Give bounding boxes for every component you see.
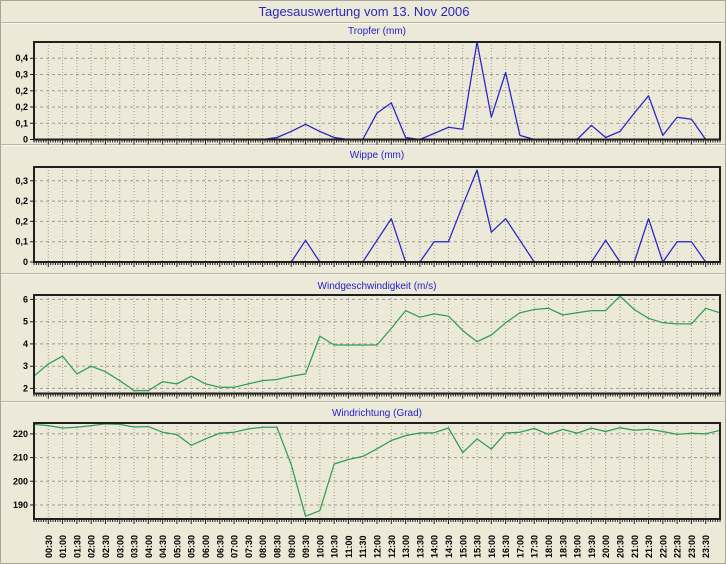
- x-axis-label: 11:30: [358, 535, 368, 558]
- chart-title-windgeschwindigkeit: Windgeschwindigkeit (m/s): [317, 281, 437, 292]
- x-axis-label: 07:30: [244, 535, 254, 558]
- y-axis-label: 0,2: [15, 196, 28, 206]
- y-axis-label: 190: [13, 500, 28, 510]
- x-axis-label: 20:30: [615, 535, 625, 558]
- x-axis-label: 04:00: [144, 535, 154, 558]
- y-axis-label: 200: [13, 476, 28, 486]
- x-axis-label: 04:30: [158, 535, 168, 558]
- x-axis-label: 12:30: [387, 535, 397, 558]
- x-axis-label: 10:30: [330, 535, 340, 558]
- x-axis-label: 15:00: [458, 535, 468, 558]
- x-axis-label: 18:30: [558, 535, 568, 558]
- chart-title-tropfer: Tropfer (mm): [348, 26, 406, 37]
- x-axis-label: 03:30: [130, 535, 140, 558]
- y-axis-label: 0,2: [15, 102, 28, 112]
- x-axis-label: 01:30: [72, 535, 82, 558]
- page-title: Tagesauswertung vom 13. Nov 2006: [258, 4, 470, 19]
- x-axis-label: 05:00: [172, 535, 182, 558]
- x-axis-label: 20:00: [601, 535, 611, 558]
- x-axis-label: 14:30: [444, 535, 454, 558]
- plot-border: [33, 166, 721, 263]
- y-axis-label: 0,2: [15, 86, 28, 96]
- x-axis-label: 23:30: [701, 535, 711, 558]
- x-axis-label: 09:30: [301, 535, 311, 558]
- x-axis-label: 14:00: [430, 535, 440, 558]
- x-axis-minor-ticks: [33, 519, 721, 524]
- x-axis-label: 21:30: [644, 535, 654, 558]
- y-axis-label: 6: [23, 294, 28, 304]
- y-axis-ticks: [30, 298, 34, 389]
- y-axis-label: 2: [23, 383, 28, 393]
- y-axis-label: 220: [13, 429, 28, 439]
- y-axis-label: 0,1: [15, 237, 28, 247]
- y-axis-ticks: [30, 433, 34, 506]
- y-axis-ticks: [30, 57, 34, 140]
- y-axis-label: 4: [23, 339, 28, 349]
- x-axis-label: 13:00: [401, 535, 411, 558]
- x-axis-label: 07:00: [230, 535, 240, 558]
- x-axis-label: 02:30: [101, 535, 111, 558]
- plot-border: [33, 294, 721, 395]
- x-axis-label: 06:00: [201, 535, 211, 558]
- x-axis-label: 11:00: [344, 535, 354, 558]
- x-axis-minor-ticks: [33, 139, 721, 145]
- x-axis-label: 19:30: [587, 535, 597, 558]
- y-axis-label: 3: [23, 361, 28, 371]
- plot-border: [33, 41, 721, 141]
- x-axis-label: 12:00: [373, 535, 383, 558]
- x-axis-label: 05:30: [187, 535, 197, 558]
- x-axis-label: 19:00: [573, 535, 583, 558]
- chart-panel-0: 0,4 0,3 0,2 0,2 0,1 0: [15, 41, 721, 145]
- x-axis-label: 03:00: [115, 535, 125, 558]
- x-axis-minor-ticks: [33, 262, 721, 267]
- x-axis-label: 16:30: [501, 535, 511, 558]
- x-axis-label: 22:30: [673, 535, 683, 558]
- x-axis-label: 15:30: [473, 535, 483, 558]
- y-axis-ticks: [30, 180, 34, 263]
- y-axis-label: 0,4: [15, 53, 28, 63]
- x-axis-label: 17:30: [530, 535, 540, 558]
- y-axis-label: 0,3: [15, 70, 28, 80]
- title-separator: [1, 22, 725, 24]
- x-axis-label: 10:00: [315, 535, 325, 558]
- y-axis-label: 0,1: [15, 118, 28, 128]
- x-axis-label: 13:30: [415, 535, 425, 558]
- x-axis-label: 01:00: [58, 535, 68, 558]
- vertical-gridlines: [47, 423, 707, 519]
- y-axis-label: 0,3: [15, 176, 28, 186]
- x-axis-label: 18:00: [544, 535, 554, 558]
- y-axis-label: 0: [23, 135, 28, 145]
- x-axis-label: 02:00: [87, 535, 97, 558]
- panel-separator-3: [1, 401, 725, 403]
- x-axis-labels: 00:30 01:00 01:30 02:00 02:30 03:00 03:30 04:00…: [44, 535, 711, 558]
- chart-panel-2: 6 5 4 3 2: [23, 294, 721, 399]
- x-axis-label: 00:30: [44, 535, 54, 558]
- y-axis-label: 5: [23, 317, 28, 327]
- chart-title-wippe: Wippe (mm): [349, 150, 405, 161]
- y-axis-label: 0: [23, 257, 28, 267]
- chart-2-series-line: [33, 295, 721, 392]
- x-axis-label: 17:00: [515, 535, 525, 558]
- chart-3-series-line: [33, 423, 721, 517]
- x-axis-label: 22:00: [658, 535, 668, 558]
- x-axis-minor-ticks: [33, 393, 721, 399]
- x-axis-label: 06:30: [215, 535, 225, 558]
- y-axis-label: 0,2: [15, 216, 28, 226]
- plot-border: [33, 422, 721, 520]
- panel-separator-2: [1, 273, 725, 275]
- chart-panel-1: 0,3 0,2 0,2 0,1 0: [15, 166, 721, 267]
- x-axis-label: 08:30: [272, 535, 282, 558]
- chart-panel-3: 220 210 200 190: [13, 422, 721, 524]
- x-axis-label: 16:00: [487, 535, 497, 558]
- chart-title-windrichtung: Windrichtung (Grad): [331, 408, 423, 419]
- y-axis-label: 210: [13, 453, 28, 463]
- x-axis-label: 08:00: [258, 535, 268, 558]
- x-axis-label: 09:00: [287, 535, 297, 558]
- x-axis-label: 21:00: [630, 535, 640, 558]
- x-axis-label: 23:00: [687, 535, 697, 558]
